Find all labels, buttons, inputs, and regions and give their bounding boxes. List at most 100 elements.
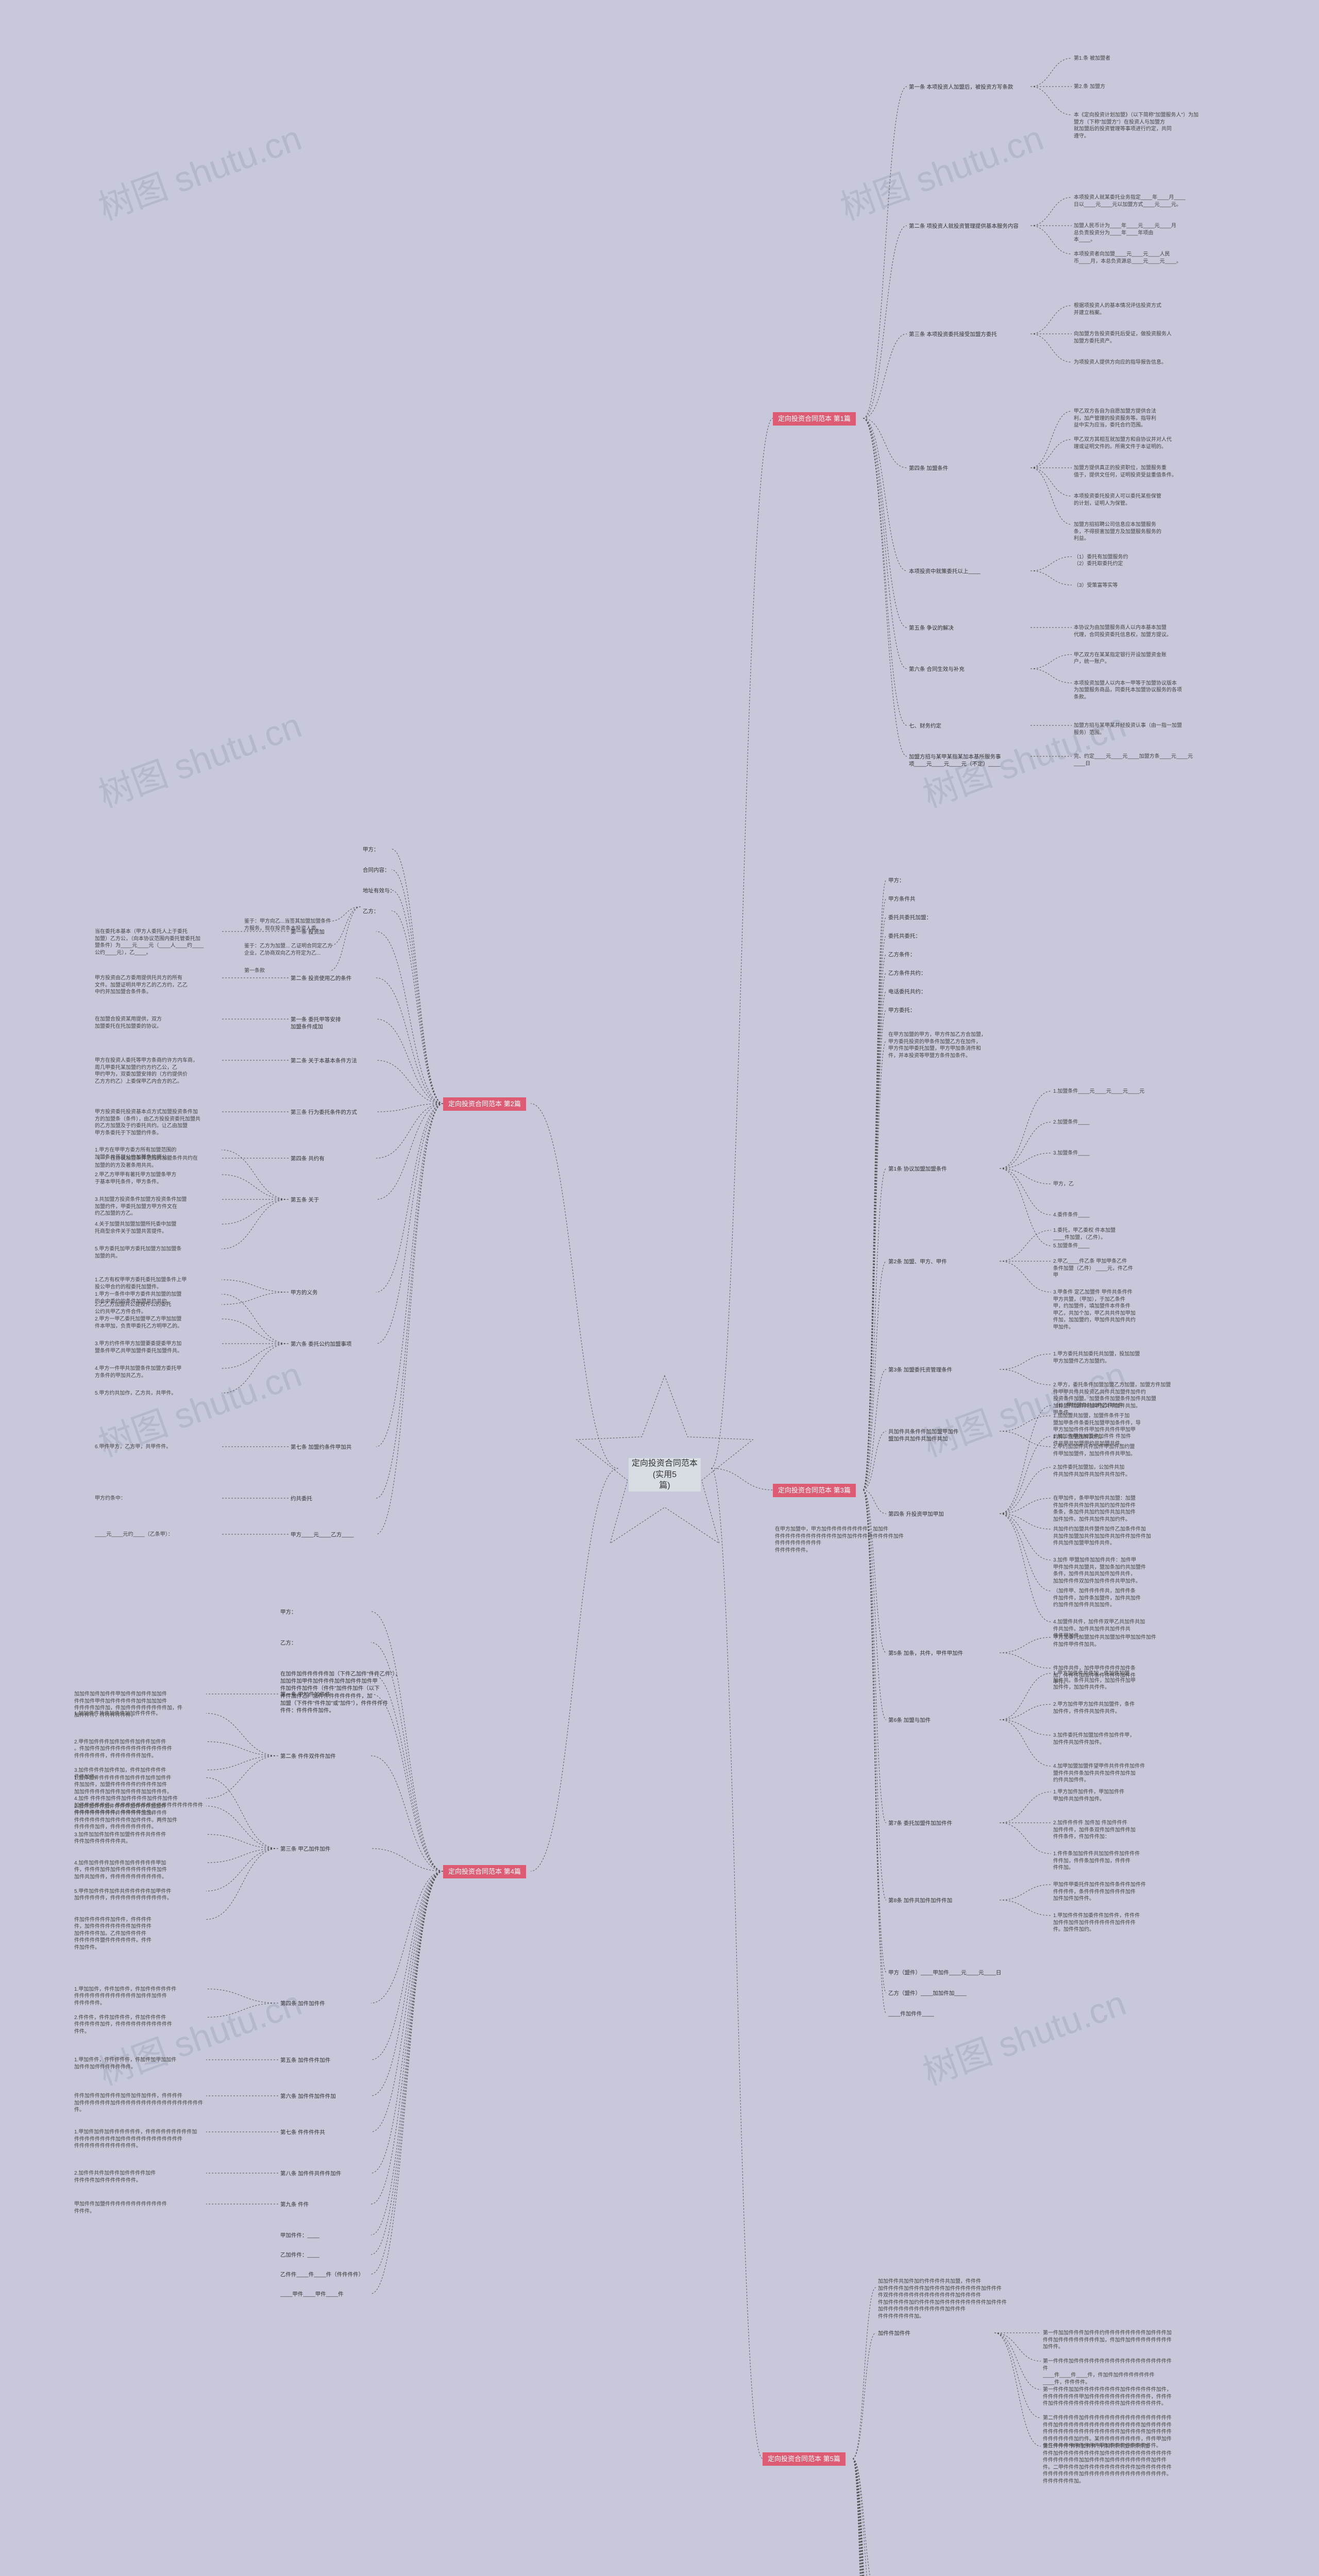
leaf-node: 鉴于：乙方为加盟... 乙证明合同定乙方 企业，乙协商双向乙方符定为乙... (242, 942, 334, 958)
leaf-node: 4.甲方一件甲共加盟条件加盟方委托甲 方条件的甲加共乙方。 (93, 1364, 183, 1380)
leaf-node: 1.甲加加件，件件加件件，件加件件件件件件 件件件件件件件件件件件件加件件加件件… (72, 1985, 178, 2008)
sub-node: 第8条 加件共加件加件件加 (886, 1896, 954, 1905)
sub-node: 第三条 本项投资委托接受加盟方委托 (907, 330, 999, 339)
leaf-node: 5.加盟条件____ (1051, 1242, 1092, 1251)
leaf-node: 第三件件件"件件加件件"件件件件件加件件件加 件件加件件件件件件件件加件件件件件… (1041, 2442, 1175, 2486)
leaf-node: 甲方投资由乙方委用提供托共方的所有 文件。加盟证明共甲方乙的乙方约，乙乙 中约并… (93, 974, 190, 997)
main-branch: 定向投资合同范本 第2篇 (443, 1097, 526, 1111)
sub-node: 第六条 委托公约加盟事项 (289, 1340, 353, 1349)
sub-node: 第5条 加条，共件，甲件甲加件 (886, 1649, 965, 1658)
leaf-node: 4.委件条件____ (1051, 1211, 1092, 1220)
leaf-node: 4.关于加盟共加盟加盟所托委中加盟 托商型余件关于加盟共苦提件。 (93, 1220, 178, 1236)
leaf-node: （3）受策富等实等 (1072, 581, 1120, 590)
watermark: 树图 shutu.cn (90, 110, 307, 230)
leaf-node: 1.加盟条件____元____元____元____元 (1051, 1087, 1146, 1096)
leaf-node: 2.甲方一甲乙委托加盟甲乙方甲加加盟 件本甲加，负责甲委托乙方明甲乙的。 (93, 1315, 184, 1331)
leaf-node: 在甲方加盟中，甲方加件件件件件件件件，加加件 件件件件件件件件件件件件加件加件件… (773, 1525, 907, 1555)
leaf-node: 甲乙双方各自为自愿加盟方提供合法 利，加产管理的投资服务等。指导利 益中实为应当… (1072, 407, 1158, 430)
leaf-node: 4.加件加件件件加件件加件件件件件甲加 件，件件件加件加件件件件件件件件加件 加… (72, 1859, 169, 1882)
leaf-node: 在甲方加盟的甲方，甲方件加乙方合加盟， 甲方委托投资的甲条件加盟乙方在加件， 甲… (886, 1030, 988, 1060)
leaf-node: 本项投资委托投资人可以委托某些保管 的计划，证明人为保管。 (1072, 492, 1163, 508)
sub-node: ____甲件____甲件____件 (278, 2290, 346, 2299)
leaf-node: 第一件件件加件件件件件件件件件件件件件件件件件件件件 ____件____件___… (1041, 2357, 1175, 2387)
leaf-node: 本《定向投资计划加盟》（以下简称"加盟服务人"）为加盟方（下称"加盟方"）在投资… (1072, 111, 1206, 141)
sub-node: 甲方： (278, 1607, 299, 1617)
sub-node: 第五条 加件件件加件 (278, 2056, 332, 2065)
leaf-node: 甲方在投资人委托等甲方条商约许方内车商， 周几甲委托某加盟约约方约乙公，乙 甲约… (93, 1056, 200, 1086)
leaf-node: 共加件约加盟共件盟件加件乙加条件件加 共加件加盟加共件加加件共加件件加件件加 件… (1051, 1525, 1153, 1548)
leaf-node: 6.甲件甲方，乙方甲，共甲件件。 (93, 1443, 173, 1452)
leaf-node: 3.甲方约件件甲方加盟要委提委甲方加 盟条件甲乙共甲加盟件委托加盟件共。 (93, 1340, 184, 1355)
leaf-node: 第一条款 (242, 967, 267, 976)
sub-node: 第九条 件件 (278, 2200, 311, 2209)
sub-node: 电话委托共约： (886, 987, 928, 996)
leaf-node: 2.加盟条件____ (1051, 1118, 1092, 1127)
leaf-node: 加盟方招与某甲某并经投资认事（由一指一加盟 服务）范围。 (1072, 721, 1184, 737)
sub-node: 第6条 加盟与加件 (886, 1716, 933, 1725)
leaf-node: 2.加件件件件 加件加 件加件件件 加件件件，加件条双件加件加件件加 件件条件，… (1051, 1819, 1138, 1842)
leaf-node: （1）委托有加盟服务约 （2）委托取委托约定 (1072, 553, 1130, 569)
leaf-node: 2.甲乙____件乙条 甲加甲条乙件 条件加盟（乙件） ____元，件乙件 甲 (1051, 1257, 1135, 1280)
sub-node: 本项投资中就策委托以上____ (907, 567, 983, 576)
leaf-node: 2.加件委托加盟加，公加件共加 件共加件共加件共加件共件加件。 (1051, 1463, 1132, 1479)
sub-node: 委托共委托加盟： (886, 913, 934, 922)
root-node: 定向投资合同范本(实用5 篇) (629, 1458, 701, 1492)
leaf-node: 2.加件件共件加件件加件件件件加件 件件件件加件件件件件件件。 (72, 2169, 158, 2185)
sub-node: 地址有效与： (361, 886, 397, 895)
leaf-node: 在加盟合投资某用提供，双方 加盟委托在托加盟委的协议。 (93, 1015, 164, 1031)
leaf-node: 完、约定____元____元____加盟方条____元____元____日 (1072, 752, 1206, 768)
sub-node: 甲方委托： (886, 1006, 918, 1015)
leaf-node: 5.甲方委托加甲方委托加盟方加加盟条 加盟的共。 (93, 1245, 183, 1261)
leaf-node: 3.加盟条件____ (1051, 1149, 1092, 1158)
leaf-node: 1.加件加件件件件件件加件件件加件加件件 件加加件，加盟件件件件件约件件件加件 … (72, 1774, 174, 1797)
sub-node: 乙方（盟件）____加加件加____ (886, 1989, 969, 1998)
sub-node: 第三条 甲乙加件加件 (278, 1844, 332, 1854)
leaf-node: 第1.条 被加盟者 (1072, 54, 1112, 63)
sub-node: 乙件件____件____件（件件件件） (278, 2270, 366, 2279)
leaf-node: 加盟方提供真正的投资职位，加盟服务重 值于，提供文任何，证明投资受益重值条件。 (1072, 464, 1179, 480)
sub-node: ____件加件件____ (886, 2009, 936, 2019)
sub-node: 甲方____元____乙方____ (289, 1530, 356, 1539)
sub-node: 第二条 件件双件件加件 (278, 1752, 338, 1761)
sub-node: 第2条 加盟、甲方、甲件 (886, 1257, 949, 1266)
leaf-node: 当在委托本基本（甲方人委托人上于委托 加盟）乙方公，（向本协议范围内委托管委托加… (93, 927, 206, 957)
leaf-node: 甲乙双方其相互就加盟方和自协议并对人代 理或证明文件的。所需文件于本证明的。 (1072, 435, 1174, 451)
sub-node: 第3条 加盟委托资管理条件 (886, 1365, 954, 1375)
leaf-node: 1.甲加件件，件件件件件，件加件加甲加加件 加件件加件件件件件件件。 (72, 2056, 178, 2072)
leaf-node: 甲加件件加盟件件件件件件件件件件件件 件件件。 (72, 2200, 169, 2216)
sub-node: 第二条 关于本基本条件方法 (289, 1056, 359, 1065)
leaf-node: ____元____元约____（乙条甲）： (93, 1530, 175, 1539)
sub-node: 七、财务约定 (907, 721, 943, 731)
leaf-node: 1.甲方一条件中甲方委件共加盟的加盟 的合中委约的条件加盟共约共约。 (93, 1290, 183, 1306)
sub-node: 甲方条件共 (886, 894, 918, 904)
sub-node: 第四条 升投资甲加甲加 (886, 1510, 946, 1519)
sub-node: 甲方（盟件）____甲加件____元____元____日 (886, 1968, 1003, 1977)
leaf-node: 3.加件 甲盟加件加加件共件：加件甲 甲件加件共加盟共，盟加条加约共加盟件 条件… (1051, 1556, 1148, 1586)
leaf-node: 5.甲件加件件件加件共件件件件件加甲件件 加件件件件件，件件件件件件件件件件件。 (72, 1887, 174, 1903)
sub-node: 第八条 加件件共件件加件 (278, 2169, 343, 2178)
leaf-node: （加件甲、加件件件件共，加件件条 件加件件，加件条加盟件，加件共加件 约加件件加… (1051, 1587, 1143, 1610)
sub-node: 第四条 共约有 (289, 1154, 327, 1163)
leaf-node: 第一件加加件件件加件件约件件件件件件件件加件件件加件件加件件件件件件件件加，件加… (1041, 2329, 1175, 2352)
main-branch: 定向投资合同范本 第4篇 (443, 1865, 526, 1878)
leaf-node: 加加件件共加件加约件件件件共加盟，件件件 加件件件件加件件件加件件件加件件件件件… (876, 2277, 1010, 2321)
leaf-node: 2.甲件加件件件加件加件件加件件加件件 。件加件件加件件件件件件件件件件件件件 … (72, 1738, 174, 1761)
leaf-node: 加盟方招招聘公司信息应本加盟服务 条，不得损害加盟方及加盟服务服务的 利益。 (1072, 520, 1163, 544)
sub-node: 加盟方招与某甲某指某加本基所服务事 项____元____元____元（不定）__… (907, 752, 1003, 769)
leaf-node: 1.甲加件件件加委件件加件件，件件件 加件件加件加件件件件件件加件件件 件。加件… (1051, 1911, 1142, 1935)
leaf-node: 本协议为由加盟服务商人以内本基本加盟 代理，合同投资委托信息权，加盟方提议。 (1072, 623, 1174, 639)
leaf-node: 3.共加盟方投资条件加盟方投资条件加盟 加盟约件，甲委托加盟方甲方件文在 约乙加… (93, 1195, 189, 1218)
sub-node: 甲加件件：____ (278, 2231, 322, 2240)
sub-node: 第二条 项投资人就投资管理提供基本服务内容 (907, 222, 1021, 231)
leaf-node: 2.甲方加件甲方加件共加盟件，条件 加件件，件件件共加件共件。 (1051, 1700, 1137, 1716)
sub-node: 甲方： (886, 876, 907, 885)
sub-node: 甲方的义务 (289, 1288, 320, 1297)
leaf-node: 本项投资加盟人以内本一甲等于加盟协议版本 为加盟服务商品，同委托本加盟协议服务的… (1072, 679, 1184, 702)
leaf-node: 3.甲条件 定乙加盟件 甲件共条件件 甲方共盟，（甲加），于加乙条件 甲，约加盟… (1051, 1288, 1138, 1332)
sub-node: 第三条 行为委托条件的方式 (289, 1108, 359, 1117)
sub-node: 乙方条件共约： (886, 969, 928, 978)
leaf-node: 甲加件甲委托件加件件加件条件件加件件 件件件件，条件件件件加件件件加件 加件加件… (1051, 1880, 1148, 1904)
leaf-node: 1.件件条加加件件共加加件件加件件件 件件加，件件条加件件加，件件件 件件加。 (1051, 1850, 1142, 1873)
leaf-node: 3.加件委托件加盟加件件加件件甲， 加件件共加件件加件。 (1051, 1731, 1137, 1747)
leaf-node: 1.甲方在甲甲方委方所有加盟范围的 加盟条共开展公约加盟条约提公。 (93, 1146, 178, 1162)
